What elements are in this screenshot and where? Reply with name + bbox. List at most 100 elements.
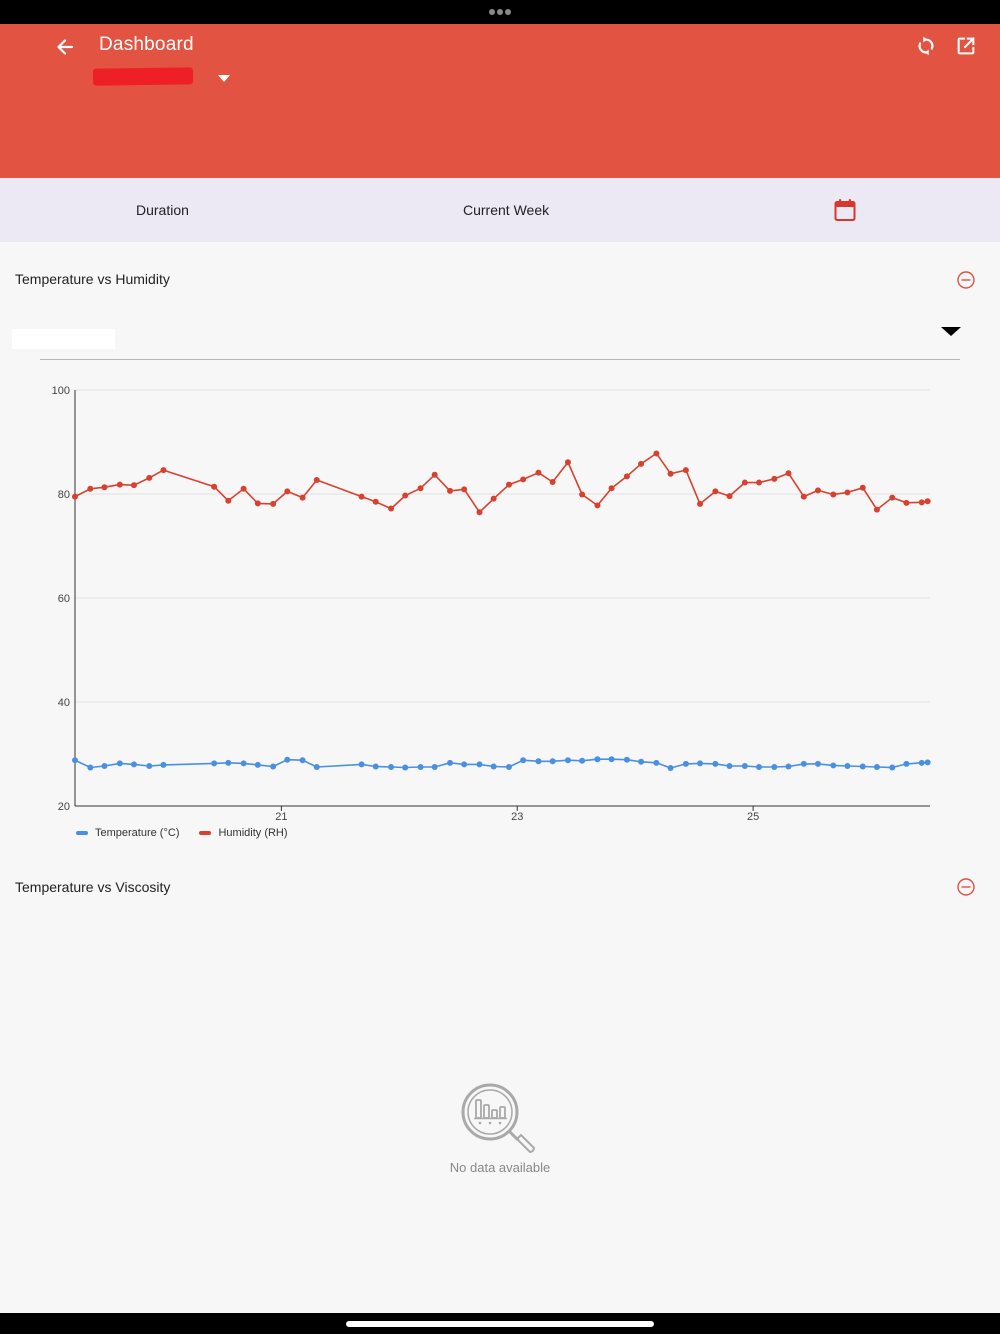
- refresh-icon: [918, 36, 934, 56]
- data-point-temperature: [924, 759, 931, 766]
- data-point-temperature: [859, 763, 866, 770]
- data-point-humidity: [372, 498, 379, 505]
- data-point-temperature: [447, 759, 454, 766]
- data-point-humidity: [476, 509, 483, 516]
- refresh-button[interactable]: [912, 32, 940, 60]
- data-point-humidity: [549, 479, 556, 486]
- data-point-temperature: [130, 761, 137, 768]
- legend-swatch-temperature: [76, 831, 88, 835]
- search-chart-icon: [461, 1083, 536, 1154]
- data-point-temperature: [682, 760, 689, 767]
- collapse-temperature-humidity-button[interactable]: [956, 270, 976, 290]
- data-point-temperature: [535, 758, 542, 765]
- chevron-down-icon: [218, 74, 230, 82]
- data-point-humidity: [130, 482, 137, 489]
- redacted-account-name: [92, 67, 194, 86]
- data-point-humidity: [461, 486, 468, 493]
- data-point-humidity: [903, 499, 910, 506]
- data-point-humidity: [402, 492, 409, 499]
- collapse-minus-icon: [957, 878, 975, 896]
- duration-label: Duration: [136, 202, 189, 218]
- data-point-temperature: [417, 764, 424, 770]
- data-point-humidity: [520, 476, 527, 483]
- back-arrow-icon: [57, 39, 74, 55]
- data-point-humidity: [667, 470, 674, 477]
- data-point-temperature: [726, 762, 733, 769]
- data-point-temperature: [667, 765, 674, 772]
- x-tick-label: 25: [747, 811, 759, 823]
- multitasking-dots-icon[interactable]: [489, 9, 511, 15]
- y-tick-label: 80: [58, 489, 70, 501]
- temperature-humidity-chart: 20 40 60 80 100 21 23 25: [52, 385, 931, 823]
- collapse-temperature-viscosity-button[interactable]: [956, 877, 976, 897]
- legend-label-temperature: Temperature (°C): [95, 827, 180, 839]
- section-title-temperature-humidity: Temperature vs Humidity: [15, 271, 170, 287]
- calendar-icon: [834, 199, 856, 221]
- data-point-humidity: [388, 505, 395, 512]
- data-point-temperature: [505, 764, 512, 770]
- data-point-humidity: [358, 493, 365, 500]
- data-point-humidity: [579, 491, 586, 498]
- data-point-temperature: [623, 756, 630, 763]
- data-point-humidity: [564, 459, 571, 466]
- section-title-temperature-viscosity: Temperature vs Viscosity: [15, 879, 171, 895]
- data-point-humidity: [712, 488, 719, 495]
- duration-value[interactable]: Current Week: [463, 202, 550, 218]
- data-point-temperature: [844, 762, 851, 769]
- data-point-humidity: [225, 497, 232, 504]
- series-select[interactable]: [12, 318, 968, 360]
- data-point-humidity: [844, 489, 851, 496]
- data-point-humidity: [756, 479, 762, 486]
- data-point-temperature: [653, 759, 660, 766]
- series-line-temperature: [74, 758, 928, 769]
- data-point-temperature: [299, 757, 306, 764]
- data-point-humidity: [682, 467, 689, 474]
- back-button[interactable]: [50, 32, 80, 62]
- data-point-temperature: [814, 760, 821, 767]
- data-point-temperature: [240, 760, 247, 767]
- data-point-humidity: [653, 450, 660, 457]
- data-point-temperature: [160, 761, 167, 768]
- data-point-temperature: [697, 760, 704, 767]
- data-point-temperature: [800, 760, 807, 767]
- data-point-humidity: [254, 500, 261, 507]
- data-point-humidity: [697, 500, 704, 507]
- data-point-temperature: [101, 762, 108, 769]
- data-point-temperature: [284, 756, 291, 763]
- account-dropdown[interactable]: [210, 68, 238, 88]
- data-point-temperature: [476, 761, 483, 768]
- data-point-temperature: [564, 757, 571, 764]
- data-point-humidity: [594, 502, 601, 509]
- y-tick-label: 40: [58, 697, 70, 709]
- data-point-humidity: [814, 487, 821, 494]
- data-point-temperature: [402, 764, 409, 771]
- open-external-button[interactable]: [952, 32, 980, 60]
- calendar-button[interactable]: [832, 197, 858, 223]
- data-point-humidity: [918, 499, 925, 506]
- legend-item-humidity[interactable]: Humidity (RH): [199, 827, 288, 839]
- data-point-temperature: [520, 757, 527, 764]
- data-point-temperature: [461, 761, 468, 768]
- data-point-humidity: [116, 481, 123, 488]
- data-point-humidity: [72, 493, 78, 500]
- home-indicator[interactable]: [346, 1321, 654, 1327]
- collapse-minus-icon: [957, 271, 975, 289]
- series-select-underline: [40, 359, 960, 360]
- legend-item-temperature[interactable]: Temperature (°C): [76, 827, 179, 839]
- data-point-temperature: [873, 764, 880, 770]
- series-line-humidity: [74, 452, 928, 514]
- data-point-humidity: [160, 467, 167, 474]
- data-point-temperature: [549, 758, 556, 765]
- data-point-temperature: [490, 763, 497, 770]
- data-point-humidity: [447, 487, 454, 494]
- data-point-humidity: [87, 485, 94, 492]
- status-bar: [0, 0, 1000, 24]
- data-point-humidity: [431, 471, 438, 478]
- data-point-humidity: [270, 500, 277, 507]
- page-title: Dashboard: [99, 34, 194, 55]
- data-point-temperature: [918, 759, 925, 766]
- data-point-temperature: [146, 762, 153, 769]
- data-point-temperature: [313, 764, 320, 770]
- data-point-humidity: [741, 479, 748, 486]
- data-point-humidity: [873, 506, 880, 513]
